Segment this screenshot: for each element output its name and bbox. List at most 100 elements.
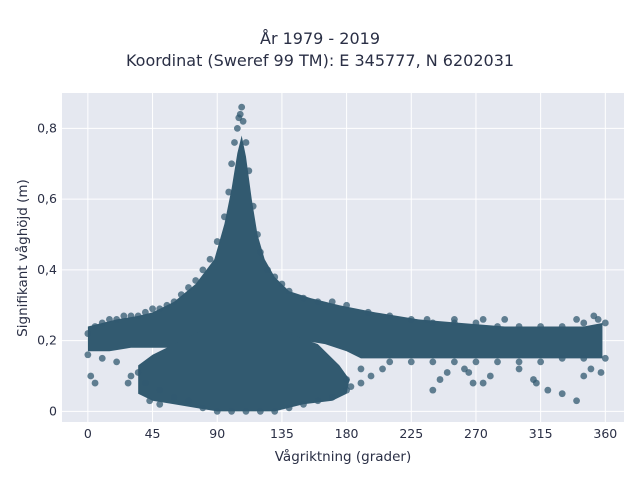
data-point [558,323,566,330]
data-point [472,358,480,366]
data-point [357,365,365,373]
data-point [156,305,164,313]
data-point [163,301,171,309]
y-axis-label: Signifikant våghöjd (m) [14,179,31,337]
data-point [225,188,233,196]
data-point [146,397,154,405]
data-point [429,358,437,366]
chart-title: År 1979 - 2019 Koordinat (Sweref 99 TM):… [0,28,640,72]
data-point [423,316,431,323]
data-point [367,372,375,380]
x-tick-labels: 0 45 90 135 180 225 270 315 360 [84,426,617,441]
data-point [278,280,286,288]
data-point [249,202,257,210]
data-point [544,386,552,394]
data-point [233,124,241,132]
data-point [300,294,307,302]
data-point [254,231,261,238]
y-tick-label: 0,8 [37,120,57,135]
x-tick-label: 315 [529,426,553,441]
data-point [407,358,415,366]
data-point [84,330,92,337]
data-point [314,397,322,405]
x-tick-label: 360 [593,426,617,441]
data-point [170,298,178,306]
data-point [357,379,365,387]
data-point [590,312,598,320]
cloud-lower-band [138,326,350,412]
data-point [300,400,307,408]
data-point [347,383,355,391]
data-point [113,358,121,366]
data-point [429,319,437,327]
chart-title-line-2: Koordinat (Sweref 99 TM): E 345777, N 62… [125,51,515,70]
data-point [98,319,106,327]
data-point [120,312,128,320]
data-point [91,323,99,330]
data-point [256,248,264,256]
x-axis-label: Vågriktning (grader) [275,448,412,465]
data-point [407,316,415,323]
data-point [601,354,609,362]
data-point [364,308,372,316]
data-point [127,312,135,320]
data-point [156,386,164,394]
data-point [469,379,477,387]
data-point [213,407,221,415]
data-point [113,316,121,323]
x-tick-label: 270 [464,426,488,441]
data-point [472,319,480,327]
x-tick-label: 180 [335,426,359,441]
data-point [206,255,214,263]
data-point [245,167,253,175]
data-point [501,316,509,323]
data-point [465,369,473,376]
data-point [328,393,336,401]
data-point [141,379,149,387]
data-point [134,312,142,320]
data-point [494,358,501,366]
data-point [213,238,221,245]
y-tick-label: 0,6 [37,191,57,206]
data-point [271,273,279,281]
data-point [149,305,156,313]
data-point [515,365,523,373]
data-point [587,365,595,373]
y-tick-label: 0,2 [37,333,57,348]
data-point [285,404,293,412]
data-point [558,390,566,398]
data-point [486,372,494,380]
data-point [141,308,149,316]
data-point [601,319,609,327]
data-point [343,301,350,309]
data-point [580,354,588,362]
data-point [573,316,580,323]
data-point [386,312,394,320]
chart-title-line-1: År 1979 - 2019 [260,29,380,48]
data-point [134,369,142,376]
data-point [156,400,164,408]
y-tick-labels: 0 0,2 0,4 0,6 0,8 [37,120,57,418]
data-point [91,379,99,387]
data-point [84,351,92,359]
data-point [177,291,185,299]
x-tick-label: 135 [270,426,294,441]
data-point [580,372,588,380]
y-tick-label: 0,4 [37,262,57,277]
data-point [185,284,192,291]
x-tick-label: 45 [145,426,161,441]
data-point [450,316,458,323]
data-point [328,298,336,306]
data-point [87,372,95,380]
cloud-upper-band [87,135,603,359]
data-point [106,316,113,323]
data-point [199,404,207,412]
data-point [429,386,437,394]
x-tick-label: 225 [399,426,423,441]
data-point [515,358,523,366]
data-point [228,160,236,168]
data-point [264,266,271,274]
data-point [236,110,244,118]
data-point [124,379,132,387]
data-point [192,277,200,284]
